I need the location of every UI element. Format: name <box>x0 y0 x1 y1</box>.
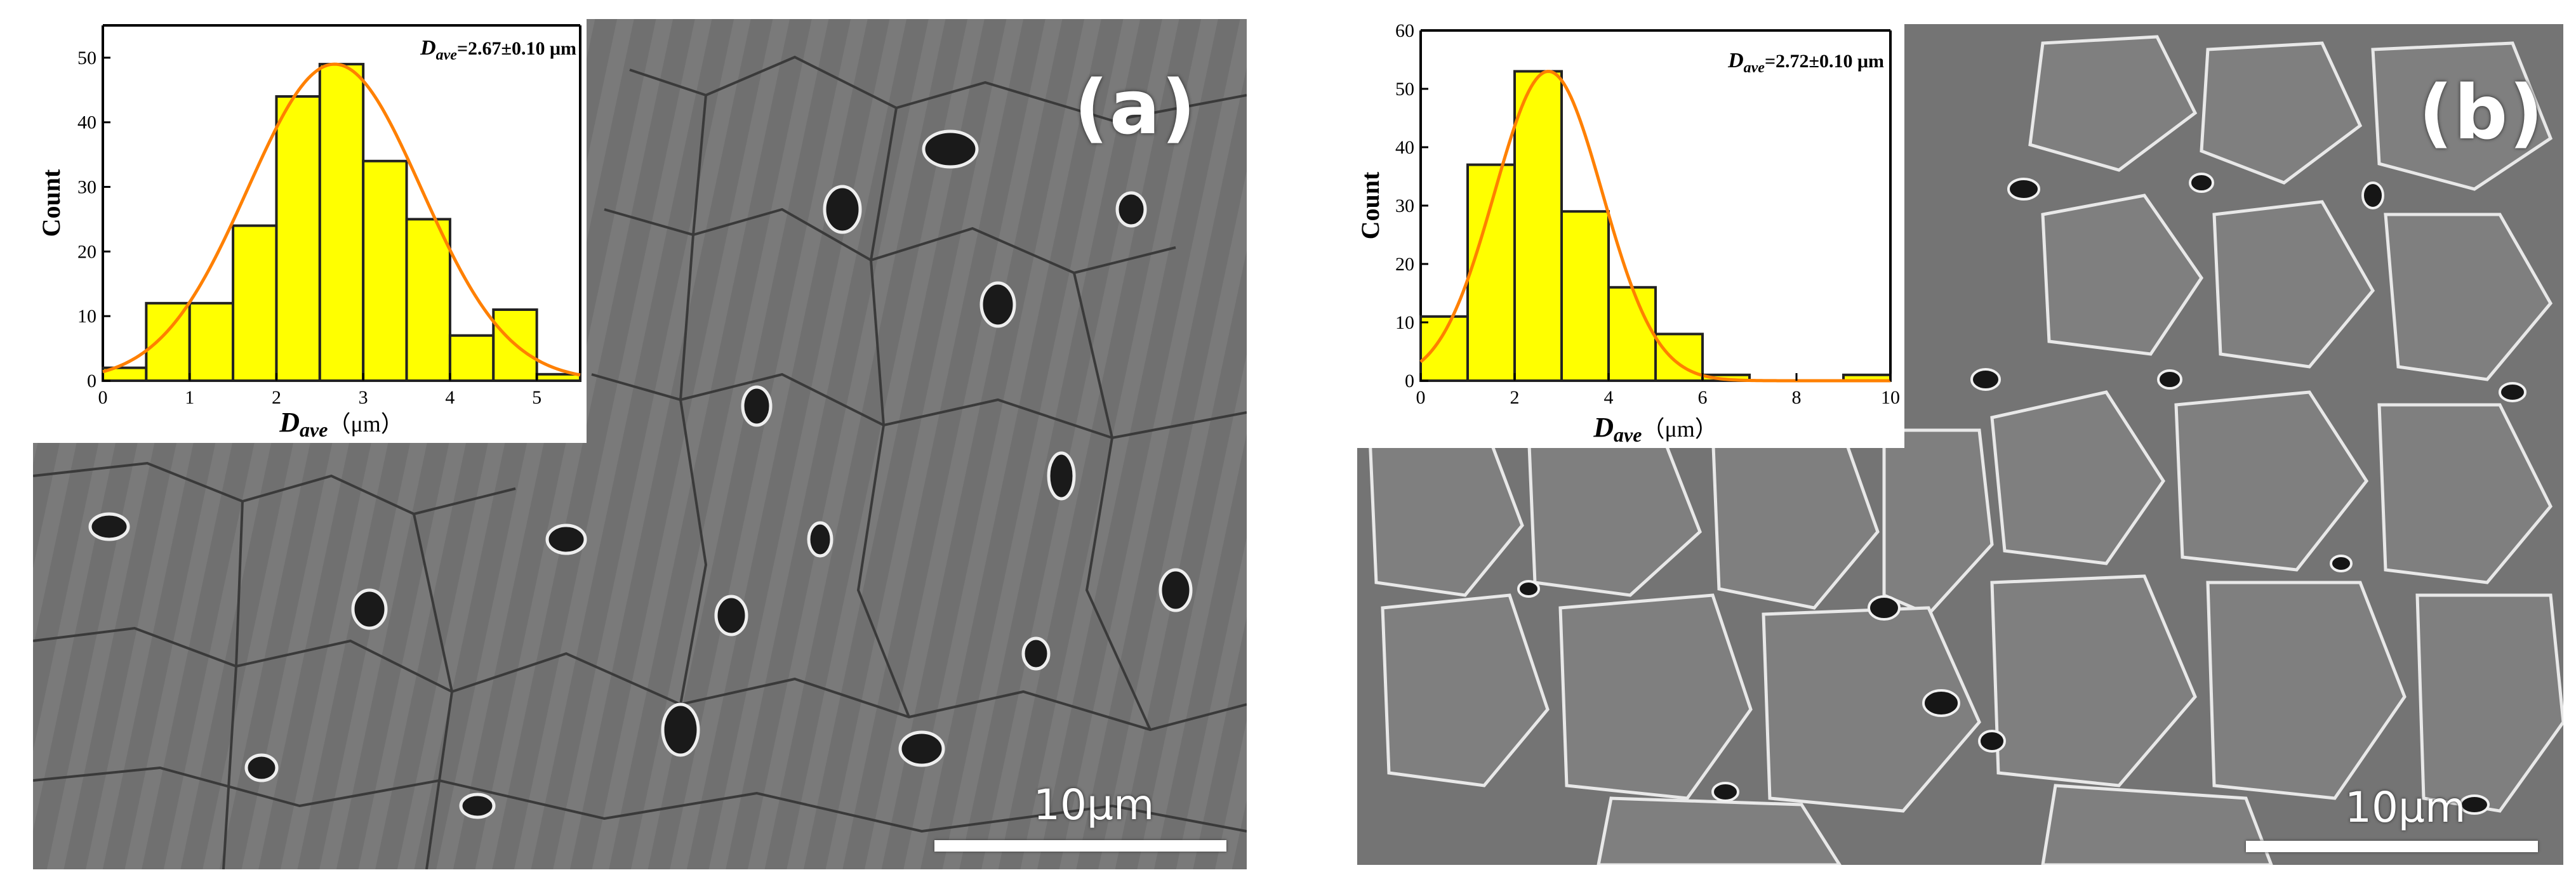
x-axis-title-b: Dave（μm） <box>1593 412 1718 446</box>
y-tick-label-b-5: 50 <box>1395 79 1414 100</box>
x-tick-label-a-1: 1 <box>185 387 194 408</box>
gaussian-fit-b <box>1419 69 1890 383</box>
histogram-bar-b-2 <box>1513 70 1563 383</box>
scale-bar-label-b: 10μm <box>2345 783 2466 832</box>
y-tick-label-a-5: 50 <box>77 48 96 69</box>
y-tick-label-a-0: 0 <box>87 371 96 392</box>
histogram-bar-a-7 <box>405 218 451 383</box>
y-ticks-b: 0 10 20 30 40 50 60 <box>1395 24 1428 392</box>
histogram-bars-a <box>102 63 581 383</box>
x-tick-label-a-3: 3 <box>359 387 368 408</box>
y-tick-label-b-6: 60 <box>1395 24 1414 41</box>
y-axis-title-b: Count <box>1357 171 1384 239</box>
x-tick-label-b-3: 6 <box>1698 387 1708 408</box>
x-ticks-a: 0 1 2 3 4 5 <box>98 373 541 408</box>
y-tick-label-a-4: 40 <box>77 112 96 133</box>
x-tick-label-b-5: 10 <box>1881 387 1900 408</box>
y-tick-label-a-1: 10 <box>77 306 96 327</box>
histogram-bar-a-4 <box>275 95 321 382</box>
annotation-b: Dave=2.72±0.10 μm <box>1727 49 1884 76</box>
x-axis-title-a: Dave（μm） <box>279 407 404 441</box>
y-ticks-a: 0 10 20 30 40 50 <box>77 48 110 392</box>
gaussian-fit-curve-b <box>1419 69 1890 383</box>
histogram-bar-a-3 <box>232 224 278 382</box>
x-tick-label-b-4: 8 <box>1792 387 1802 408</box>
x-tick-label-b-0: 0 <box>1416 387 1426 408</box>
y-tick-label-b-2: 20 <box>1395 254 1414 275</box>
x-tick-label-a-2: 2 <box>272 387 281 408</box>
panel-label-b: (b) <box>2419 69 2545 156</box>
histogram-inset-b: 0 2 4 6 8 10 0 10 20 30 40 50 60 Dave=2.72±0.10 μm … <box>1357 24 1904 448</box>
histogram-inset-a: 0 1 2 3 4 5 0 10 20 30 40 50 Dave=2.67±0.10 μm Cou… <box>33 19 587 443</box>
histogram-bars-b <box>1419 70 1892 383</box>
y-tick-label-a-3: 30 <box>77 177 96 198</box>
x-tick-label-b-2: 4 <box>1604 387 1614 408</box>
gaussian-fit-curve-a <box>102 62 581 377</box>
histogram-bar-a-10 <box>535 372 581 382</box>
y-tick-label-b-3: 30 <box>1395 195 1414 216</box>
histogram-bar-b-4 <box>1607 286 1657 382</box>
histogram-bar-a-6 <box>362 159 408 382</box>
x-tick-label-a-5: 5 <box>532 387 541 408</box>
histogram-bar-b-3 <box>1560 210 1610 382</box>
y-tick-label-b-1: 10 <box>1395 312 1414 333</box>
histogram-bar-b-1 <box>1466 163 1516 382</box>
gaussian-fit-a <box>102 62 581 377</box>
y-tick-label-b-0: 0 <box>1405 371 1414 392</box>
scale-bar-a <box>934 840 1226 852</box>
x-tick-label-a-4: 4 <box>445 387 455 408</box>
histogram-bar-a-8 <box>448 334 495 382</box>
histogram-chart-a: 0 1 2 3 4 5 0 10 20 30 40 50 Dave=2.67±0.10 μm Cou… <box>37 24 581 441</box>
y-axis-title-a: Count <box>37 169 65 237</box>
histogram-bar-a-5 <box>318 63 365 382</box>
histogram-bar-b-0 <box>1419 315 1469 382</box>
y-tick-label-a-2: 20 <box>77 241 96 262</box>
scale-bar-b <box>2246 841 2538 852</box>
x-ticks-b: 0 2 4 6 8 10 <box>1416 373 1900 408</box>
panel-label-a: (a) <box>1074 63 1197 151</box>
x-tick-label-b-1: 2 <box>1510 387 1520 408</box>
y-tick-label-b-4: 40 <box>1395 137 1414 158</box>
histogram-bar-a-1 <box>145 301 191 382</box>
scale-bar-label-a: 10μm <box>1033 780 1155 829</box>
x-tick-label-a-0: 0 <box>98 387 108 408</box>
histogram-bar-a-2 <box>188 301 235 382</box>
annotation-a: Dave=2.67±0.10 μm <box>420 36 576 63</box>
